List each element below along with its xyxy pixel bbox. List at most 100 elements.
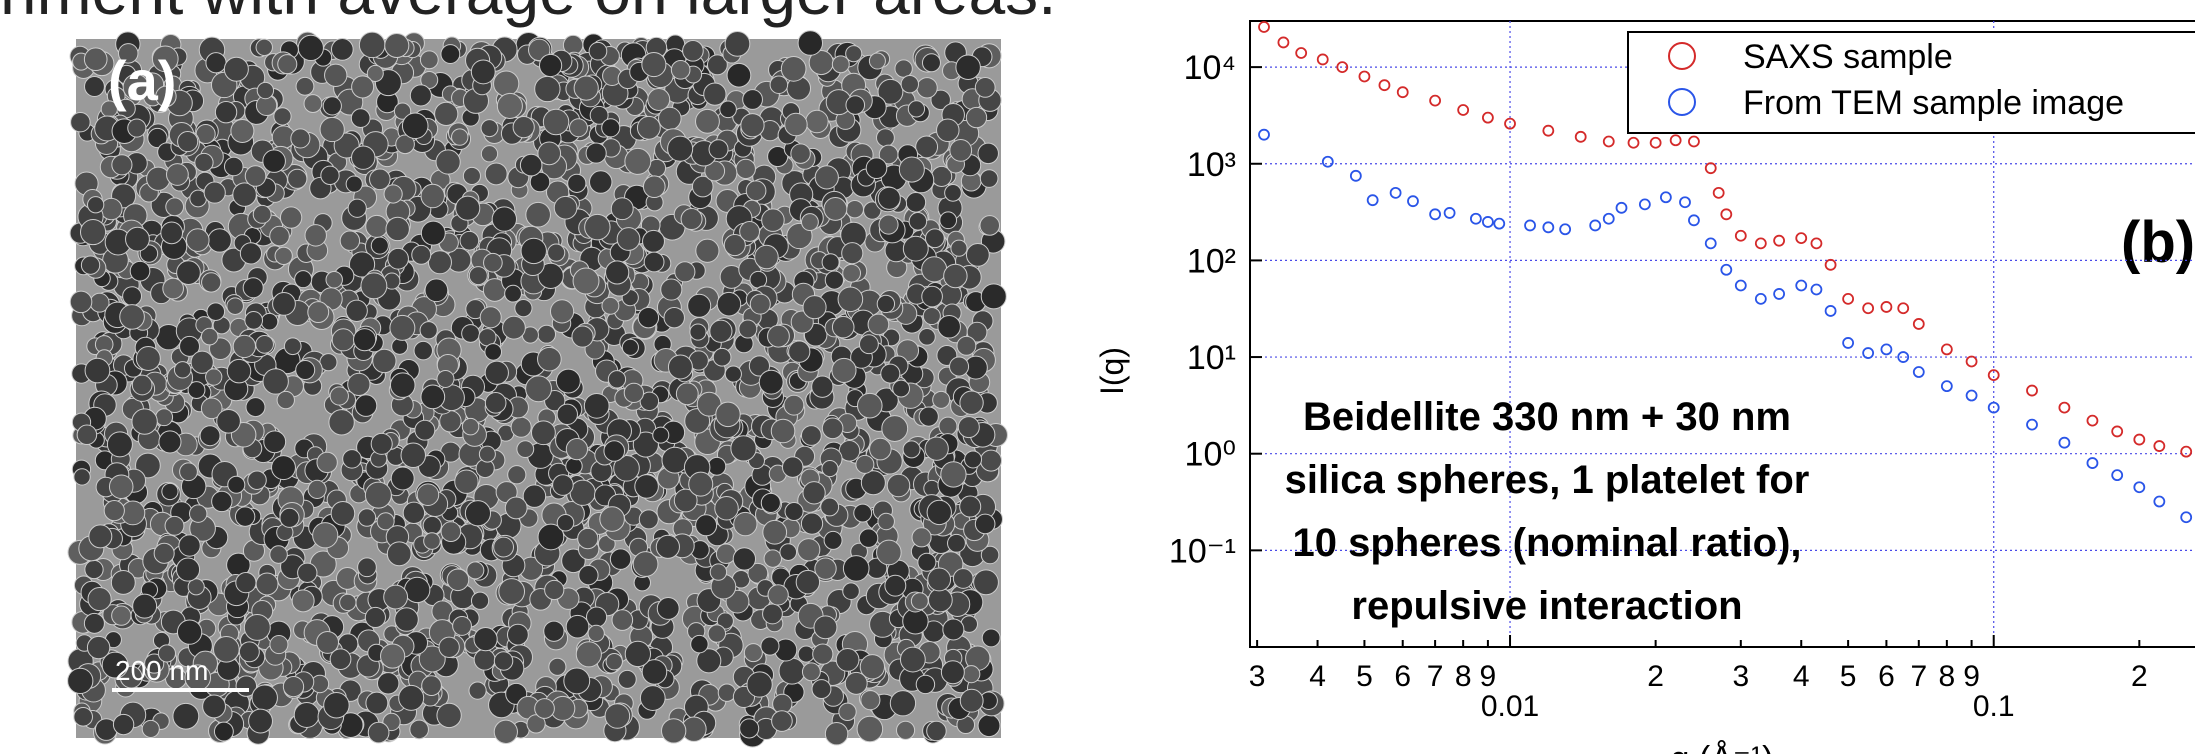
particle [271,455,296,481]
legend-label: From TEM sample image [1743,84,2124,122]
particle [112,713,135,736]
particle [739,718,760,739]
y-axis-label: I(q) [1094,347,1130,395]
particle [878,214,899,235]
annotation: 10 spheres (nominal ratio), [1292,521,1801,565]
particle [838,702,857,722]
particle [663,306,685,329]
particle [386,541,412,567]
particle [319,116,345,143]
particle [295,360,316,381]
particle [365,691,389,715]
particle [956,335,977,356]
particle [129,260,151,282]
particle [899,646,926,673]
particle [185,228,210,252]
x-tick-label: 3 [1249,660,1266,693]
particle [364,606,386,629]
particle [316,451,338,474]
particle [127,118,147,138]
particle [942,618,965,641]
particle [353,328,377,352]
particle [80,255,101,275]
particle [238,641,260,663]
particle [800,425,822,446]
particle [568,118,588,138]
particle [360,272,388,300]
particle [732,547,757,571]
particle [781,456,804,478]
particle [227,475,246,494]
particle [484,360,509,385]
particle [479,306,502,329]
particle [667,135,694,162]
particle [370,236,389,255]
particle [977,142,999,165]
particle [111,605,132,626]
particle [927,567,952,592]
particle [876,539,902,566]
particle [67,667,94,695]
particle [496,92,523,119]
data-point [1862,302,1875,315]
data-point [1638,198,1651,211]
particle [814,557,837,580]
particle [918,328,936,346]
particle [927,587,953,613]
particle [537,262,564,289]
particle [389,372,416,398]
particle [291,589,315,613]
particle [813,615,838,640]
x-tick-label: 5 [1356,660,1373,693]
particle [528,38,551,62]
particle [707,456,727,476]
particle [605,652,623,671]
particle [244,311,264,330]
particle [459,230,480,251]
particle [856,715,884,743]
particle [814,165,839,190]
particle [422,515,442,536]
data-point [1589,219,1602,232]
particle [269,225,290,247]
particle [708,139,729,160]
particle [632,551,659,577]
particle [922,306,941,326]
particle [859,654,886,680]
particle [162,277,184,300]
particle [881,415,909,442]
data-point [1824,305,1837,317]
particle [889,690,917,717]
particle [837,286,864,313]
particle [480,145,499,163]
annotation: silica spheres, 1 platelet for [1285,458,1810,502]
particle [661,718,687,744]
data-point [1559,223,1572,236]
particle [468,681,487,700]
particle [514,299,533,318]
particle [223,156,244,177]
particle [164,515,185,536]
data-point [1940,380,1953,393]
particle [297,34,324,61]
legend-marker [1668,88,1696,116]
particle [276,390,295,410]
particle [569,479,596,506]
particle [571,325,594,348]
particle [537,324,557,344]
particle [484,343,503,361]
particle [616,227,641,251]
particle [131,374,153,396]
legend-box [1627,31,2195,134]
particle [979,215,1001,236]
data-point [1481,111,1494,124]
data-point [1258,128,1270,141]
particle [973,569,999,596]
particle [658,106,682,131]
particle [921,53,941,73]
particle [583,392,610,419]
particle [135,346,161,372]
particle [484,392,507,414]
particle [831,357,857,383]
particle [328,409,355,436]
